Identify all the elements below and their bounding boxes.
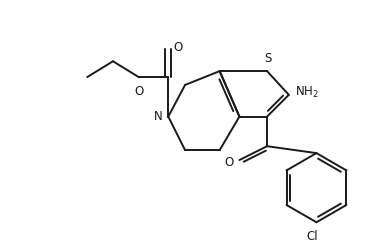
Text: Cl: Cl [307,230,318,243]
Text: S: S [264,52,272,65]
Text: NH$_2$: NH$_2$ [295,85,319,100]
Text: O: O [224,155,233,169]
Text: O: O [134,85,143,98]
Text: N: N [154,110,162,123]
Text: O: O [173,41,183,54]
